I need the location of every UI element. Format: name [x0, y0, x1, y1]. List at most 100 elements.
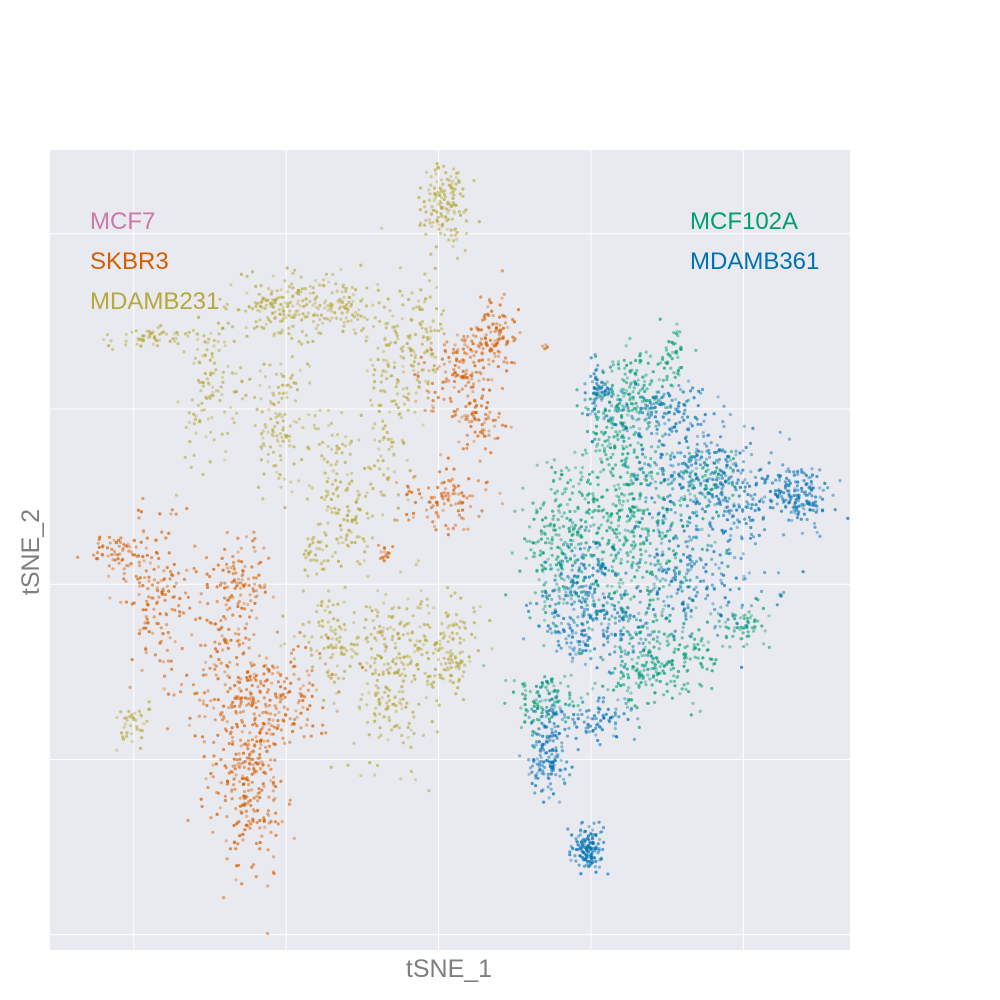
point-mcf102a [557, 589, 561, 594]
point-skbr3 [255, 724, 259, 728]
point-mdamb231 [318, 624, 322, 628]
point-mdamb231 [160, 331, 164, 335]
point-mcf102a [688, 498, 693, 502]
point-mcf102a [643, 653, 647, 657]
point-skbr3 [170, 667, 174, 671]
point-mcf102a [640, 400, 644, 404]
point-mdamb361 [656, 512, 661, 516]
point-mdamb231 [333, 632, 337, 636]
point-mdamb361 [689, 479, 693, 484]
point-mdamb231 [331, 492, 335, 496]
point-mcf102a [588, 482, 593, 486]
point-mdamb231 [422, 200, 426, 204]
point-mcf102a [639, 553, 643, 557]
point-mcf102a [573, 466, 578, 470]
point-skbr3 [441, 386, 445, 390]
point-skbr3 [223, 596, 227, 600]
point-skbr3 [241, 652, 245, 656]
point-skbr3 [475, 403, 479, 408]
point-skbr3 [266, 809, 271, 813]
point-skbr3 [241, 583, 245, 587]
point-skbr3 [457, 365, 461, 369]
point-skbr3 [229, 703, 233, 707]
point-mdamb231 [183, 332, 188, 336]
point-skbr3 [458, 499, 462, 503]
point-mdamb361 [678, 387, 683, 392]
point-mdamb231 [442, 193, 446, 197]
point-skbr3 [186, 595, 190, 599]
point-skbr3 [457, 419, 461, 423]
point-skbr3 [499, 337, 503, 341]
point-skbr3 [281, 718, 285, 722]
point-mdamb231 [408, 333, 412, 338]
point-mdamb361 [677, 462, 681, 466]
point-mcf102a [630, 492, 634, 496]
point-mdamb231 [356, 635, 360, 639]
point-mdamb361 [637, 435, 641, 439]
point-mdamb231 [402, 655, 406, 659]
point-mcf102a [610, 383, 615, 387]
point-mcf102a [621, 674, 626, 678]
point-mcf102a [618, 401, 622, 405]
point-mcf102a [597, 526, 601, 530]
point-skbr3 [491, 314, 495, 318]
point-mdamb231 [183, 455, 187, 459]
point-mdamb231 [270, 302, 274, 306]
point-mcf102a [623, 366, 627, 370]
point-mdamb231 [340, 290, 344, 294]
point-mcf102a [583, 497, 587, 501]
point-mdamb231 [331, 469, 335, 473]
point-mcf102a [709, 612, 713, 616]
point-mcf102a [600, 536, 605, 541]
point-skbr3 [413, 373, 417, 377]
point-mdamb231 [425, 338, 429, 342]
point-mdamb231 [329, 497, 333, 502]
point-mdamb231 [349, 647, 354, 651]
point-mdamb231 [374, 691, 378, 695]
point-mdamb361 [680, 475, 684, 479]
point-mdamb231 [330, 447, 334, 451]
point-mdamb231 [386, 364, 391, 368]
point-mdamb231 [430, 720, 434, 724]
point-mdamb231 [387, 671, 391, 675]
point-mcf102a [661, 518, 665, 522]
point-skbr3 [178, 596, 182, 601]
point-skbr3 [262, 816, 266, 820]
point-mcf102a [682, 683, 686, 687]
point-mdamb231 [401, 349, 405, 353]
point-mdamb231 [345, 514, 349, 518]
point-mcf102a [581, 596, 585, 600]
point-mdamb231 [281, 428, 285, 432]
point-mdamb361 [662, 443, 666, 447]
point-mcf102a [548, 563, 553, 567]
point-skbr3 [288, 690, 292, 694]
point-skbr3 [249, 803, 253, 808]
point-mcf102a [703, 495, 707, 499]
point-mcf102a [643, 418, 647, 422]
point-mdamb231 [428, 295, 432, 299]
point-mdamb361 [600, 385, 604, 389]
point-mdamb231 [410, 291, 414, 295]
point-mcf102a [619, 650, 624, 654]
point-skbr3 [423, 408, 427, 412]
point-mdamb361 [723, 529, 728, 533]
point-mdamb231 [383, 390, 387, 394]
point-mcf102a [632, 665, 636, 669]
point-mcf102a [642, 379, 647, 384]
point-mcf102a [559, 503, 563, 507]
point-skbr3 [259, 767, 263, 771]
point-mdamb361 [768, 505, 772, 510]
point-mdamb231 [390, 399, 394, 403]
point-mdamb231 [207, 382, 211, 386]
point-mdamb231 [125, 734, 129, 739]
point-mdamb231 [378, 703, 382, 707]
point-mdamb361 [649, 413, 653, 417]
point-mdamb361 [713, 503, 717, 507]
point-skbr3 [471, 371, 475, 375]
point-mdamb361 [727, 454, 731, 458]
point-mdamb231 [256, 308, 260, 312]
point-mcf102a [647, 641, 652, 645]
point-skbr3 [166, 631, 170, 635]
point-mdamb231 [345, 310, 349, 314]
point-mdamb231 [209, 331, 213, 335]
